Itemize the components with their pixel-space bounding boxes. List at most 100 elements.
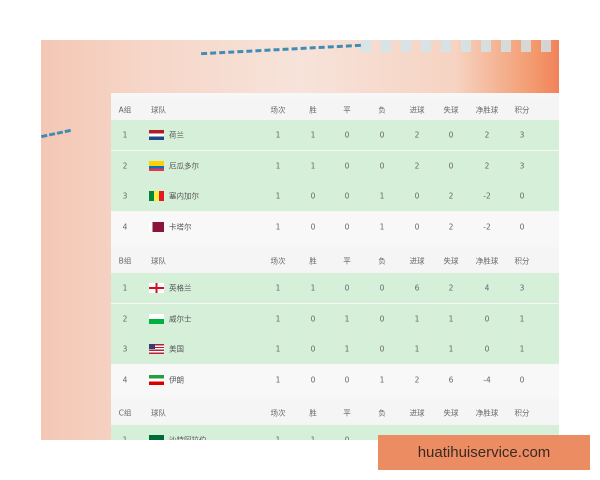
stat-value: 0 [344, 283, 350, 293]
group-name: B组 [118, 256, 132, 266]
stat-value: 0 [344, 161, 350, 170]
stat-value: 1 [310, 130, 316, 140]
stat-value: 1 [275, 344, 281, 354]
table-row[interactable]: 3 美国 1 0 1 0 1 1 0 1 [111, 334, 559, 364]
table-row[interactable]: 3 塞内加尔 1 0 0 1 0 2 -2 0 [111, 181, 559, 211]
group-name: C组 [118, 408, 132, 418]
column-header: 负 [378, 408, 386, 418]
background-image: A组 球队 场次胜平负进球 失球 净胜球 积分 1 荷兰 1 1 0 0 2 0 2 3 2 厄瓜多尔 1 1 0 0 2 0… [41, 40, 559, 440]
stat-value: 0 [519, 191, 525, 201]
stat-value: 0 [310, 314, 316, 323]
group-header-1: B组 球队 场次 胜 平 负 进球 失球 净胜球 积分 [111, 248, 559, 274]
stat-value: 0 [484, 344, 490, 354]
stat-value: 1 [275, 314, 281, 323]
column-header: 负 [378, 256, 386, 266]
checker-decoration [361, 40, 559, 52]
stat-value: 1 [379, 191, 385, 201]
stat-value: 0 [414, 191, 420, 201]
stat-value: 2 [414, 375, 420, 384]
stat-value: 1 [275, 161, 281, 170]
stat-value: -2 [483, 191, 491, 201]
column-header: 胜 [309, 408, 317, 418]
table-row[interactable]: 2 厄瓜多尔 1 1 0 0 2 0 2 3 [111, 150, 559, 181]
stat-value: 0 [379, 130, 385, 140]
column-header: 净胜球 [475, 408, 499, 418]
column-header: 积分 [514, 105, 530, 115]
stat-value: 6 [414, 283, 420, 293]
column-header: 进球 [409, 256, 425, 266]
stat-value: 2 [414, 130, 420, 140]
watermark: huatihuiservice.com [378, 435, 590, 470]
column-header: 平 [343, 256, 351, 266]
stat-value: 0 [379, 344, 385, 354]
column-header: 失球 [443, 408, 459, 418]
stat-value: 3 [519, 161, 525, 170]
table-row[interactable]: 4 卡塔尔 1 0 0 1 0 2 -2 0 [111, 211, 559, 242]
column-header: 平 [343, 105, 351, 115]
stat-value: 0 [484, 314, 490, 323]
stat-value: 1 [344, 344, 350, 354]
rank: 3 [122, 191, 128, 201]
stat-value: 2 [448, 283, 454, 293]
column-header: 净胜球 [475, 105, 499, 115]
netherlands-flag-icon [149, 130, 164, 140]
stat-value: 1 [310, 283, 316, 293]
stat-value: 0 [379, 161, 385, 170]
team-name: 荷兰 [169, 130, 184, 140]
stat-value: 1 [519, 314, 525, 323]
team-column-header: 球队 [151, 105, 166, 115]
stat-value: 1 [344, 314, 350, 323]
stat-value: 1 [275, 435, 281, 441]
rank: 4 [122, 222, 128, 231]
stat-value: 0 [344, 191, 350, 201]
rank: 1 [122, 283, 128, 293]
column-header: 失球 [443, 256, 459, 266]
stat-value: 0 [344, 130, 350, 140]
team-name: 伊朗 [169, 375, 184, 384]
stat-value: 0 [519, 375, 525, 384]
stat-value: 4 [484, 283, 490, 293]
team-name: 塞内加尔 [169, 191, 199, 201]
column-header: 进球 [409, 105, 425, 115]
rank: 1 [122, 130, 128, 140]
stat-value: 1 [310, 435, 316, 441]
table-row[interactable]: 1 荷兰 1 1 0 0 2 0 2 3 [111, 120, 559, 150]
stat-value: 0 [310, 191, 316, 201]
stat-value: 2 [414, 161, 420, 170]
stat-value: 0 [344, 222, 350, 231]
group-header-2: C组 球队 场次 胜 平 负 进球 失球 净胜球 积分 [111, 400, 559, 426]
stat-value: 3 [519, 283, 525, 293]
standings-table: A组 球队 场次胜平负进球 失球 净胜球 积分 1 荷兰 1 1 0 0 2 0 2 3 2 厄瓜多尔 1 1 0 0 2 0… [111, 93, 559, 440]
dashed-arc-decoration [201, 43, 361, 56]
usa-flag-icon [149, 344, 164, 354]
column-header: 平 [343, 408, 351, 418]
team-name: 卡塔尔 [169, 222, 192, 231]
ecuador-flag-icon [149, 160, 164, 171]
stat-value: 0 [379, 283, 385, 293]
team-name: 威尔士 [169, 314, 192, 323]
stat-value: 6 [448, 375, 454, 384]
group-name: A组 [118, 105, 132, 115]
column-header: 进球 [409, 408, 425, 418]
stat-value: 0 [448, 161, 454, 170]
stat-value: 2 [448, 191, 454, 201]
rank: 3 [122, 344, 128, 354]
stat-value: 0 [310, 222, 316, 231]
rank: 4 [122, 375, 128, 384]
column-header: 场次 [270, 105, 286, 115]
stat-value: 0 [310, 344, 316, 354]
stat-value: 2 [484, 130, 490, 140]
table-row[interactable]: 2 威尔士 1 0 1 0 1 1 0 1 [111, 303, 559, 334]
column-header: 积分 [514, 408, 530, 418]
qatar-flag-icon [149, 221, 164, 232]
stat-value: 0 [344, 375, 350, 384]
table-row[interactable]: 1 英格兰 1 1 0 0 6 2 4 3 [111, 273, 559, 303]
column-header: 失球 [443, 105, 459, 115]
column-header: 胜 [309, 256, 317, 266]
saudi-arabia-flag-icon [149, 435, 164, 440]
table-row[interactable]: 4 伊朗 1 0 0 1 2 6 -4 0 [111, 364, 559, 395]
stat-value: 0 [379, 314, 385, 323]
stat-value: 3 [519, 130, 525, 140]
stat-value: -4 [483, 375, 491, 384]
stat-value: 0 [448, 130, 454, 140]
